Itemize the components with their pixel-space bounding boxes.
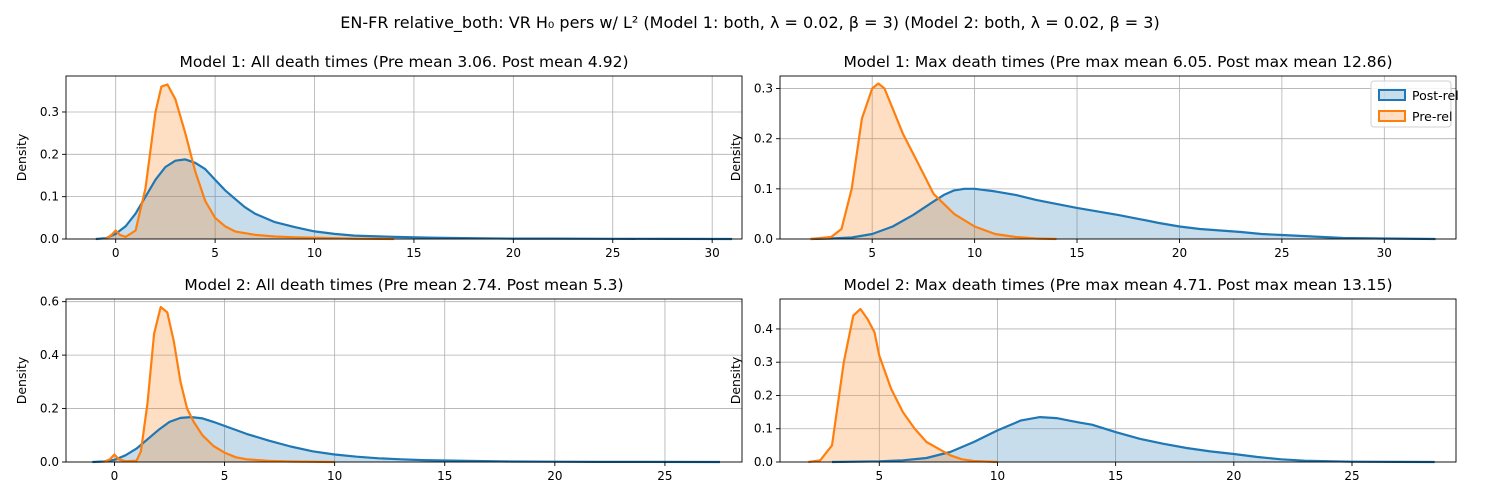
x-tick-label: 15 [437,469,452,483]
legend-box [1370,80,1452,128]
y-tick-label: 0.0 [754,455,773,469]
x-tick-label: 5 [211,246,219,260]
y-axis-label: Density [14,356,29,404]
y-tick-label: 0.2 [754,388,773,402]
subplots: 0 5 10 15 20 25 30 0.0 0.1 0.2 0.3 Model 1: All dea… [14,53,1459,483]
series-line-post [92,416,721,464]
y-tick-label: 0.0 [40,455,59,469]
x-tick-label: 25 [605,246,620,260]
y-tick-label: 0.6 [40,295,59,309]
x-tick-label: 25 [1344,469,1359,483]
series-fill-post [95,159,733,239]
axes-frame [65,75,743,240]
series-fill-post [832,417,1435,462]
subplot-title: Model 2: Max death times (Pre max mean 4… [843,276,1392,294]
x-tick-label: 10 [967,246,982,260]
y-tick-label: 0.3 [754,82,773,96]
y-tick-label: 0.1 [40,190,59,204]
legend-label-pre: Pre-rel [1412,109,1452,124]
legend: Post-rel Pre-rel [1370,80,1459,128]
subplot-title: Model 2: All death times (Pre mean 2.74.… [184,276,623,294]
series-fill-post [92,417,720,462]
x-tick-label: 20 [1172,246,1187,260]
series-line-pre [102,305,335,464]
x-tick-label: 5 [868,246,876,260]
y-tick-label: 0.2 [40,402,59,416]
x-tick-label: 20 [547,469,562,483]
y-tick-label: 0.3 [40,105,59,119]
y-tick-label: 0.2 [754,132,773,146]
x-tick-label: 15 [1108,469,1123,483]
series-fill-pre [103,307,335,462]
axes-frame [65,298,743,463]
series-line-post [810,187,1436,241]
series-line-pre [810,82,1057,241]
series-fill-post [810,188,1436,239]
y-tick-label: 0.3 [754,355,773,369]
x-tick-label: 0 [112,246,120,260]
y-tick-label: 0.0 [754,232,773,246]
legend-swatch-pre [1378,110,1406,122]
y-tick-label: 0.2 [40,147,59,161]
y-axis-label: Density [728,356,743,404]
x-tick-label: 15 [406,246,421,260]
x-tick-label: 20 [506,246,521,260]
subplot-title: Model 1: Max death times (Pre max mean 6… [843,53,1392,71]
y-tick-label: 0.1 [754,422,773,436]
subplot-4: 5 10 15 20 25 0.0 0.1 0.2 0.3 0.4 Model 2: Max dea… [728,276,1457,483]
legend-swatch-post [1378,89,1406,101]
x-tick-label: 15 [1069,246,1084,260]
subplot-1: 0 5 10 15 20 25 30 0.0 0.1 0.2 0.3 Model 1: All dea… [14,53,743,260]
subplot-title: Model 1: All death times (Pre mean 3.06.… [179,53,628,71]
x-tick-label: 5 [875,469,883,483]
x-tick-label: 20 [1226,469,1241,483]
y-tick-label: 0.0 [40,232,59,246]
x-tick-label: 10 [307,246,322,260]
x-tick-label: 10 [990,469,1005,483]
x-tick-label: 30 [1377,246,1392,260]
y-axis-label: Density [728,133,743,181]
x-tick-label: 25 [657,469,672,483]
x-tick-label: 10 [327,469,342,483]
series-fill-pre [105,84,395,239]
series-fill-pre [808,309,998,462]
x-tick-label: 25 [1274,246,1289,260]
y-axis-label: Density [14,133,29,181]
series-line-pre [808,307,998,464]
axes-frame [779,298,1457,463]
figure-suptitle: EN-FR relative_both: VR H₀ pers w/ L² (M… [340,13,1159,33]
subplot-3: 0 5 10 15 20 25 0.0 0.2 0.4 0.6 Model 2: All death… [14,276,743,483]
subplot-2: 5 10 15 20 25 30 0.0 0.1 0.2 0.3 Model 1: Max deat… [728,53,1459,260]
series-line-pre [105,83,395,241]
x-tick-label: 0 [111,469,119,483]
series-fill-pre [810,83,1057,239]
legend-label-post: Post-rel [1412,88,1459,103]
x-tick-label: 5 [221,469,229,483]
y-tick-label: 0.1 [754,182,773,196]
x-tick-label: 30 [705,246,720,260]
axes-frame [779,75,1457,240]
y-tick-label: 0.4 [754,322,773,336]
y-tick-label: 0.4 [40,348,59,362]
